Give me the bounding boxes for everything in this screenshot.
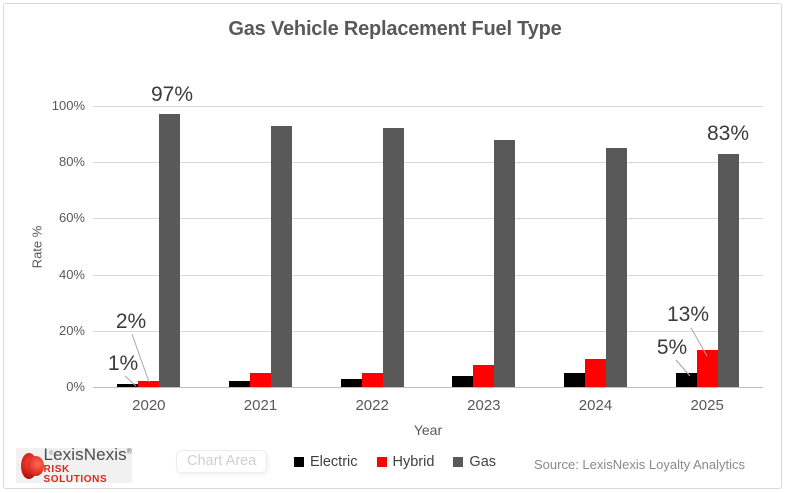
legend-label: Hybrid [392, 454, 435, 470]
x-tick-label: 2024 [578, 397, 613, 414]
data-label: 97% [150, 83, 194, 106]
y-tick-label: 100% [51, 98, 85, 113]
x-tick-label: 2022 [355, 397, 389, 414]
gridline [93, 330, 763, 332]
bar-hybrid-2024[interactable] [585, 358, 606, 387]
bar-hybrid-2025[interactable] [696, 350, 718, 387]
bar-electric-2024[interactable] [564, 372, 585, 387]
x-axis-title: Year [413, 422, 443, 438]
gridline [93, 218, 763, 220]
data-label: 5% [656, 336, 688, 359]
y-tick-label: 0% [66, 379, 85, 394]
data-label: 1% [107, 352, 139, 375]
bar-gas-2023[interactable] [494, 139, 516, 387]
bar-electric-2020[interactable] [117, 384, 139, 387]
legend-item-gas[interactable]: Gas [453, 454, 496, 470]
legend-item-electric[interactable]: Electric [293, 454, 358, 470]
bar-gas-2022[interactable] [382, 128, 404, 387]
y-tick-label: 60% [58, 210, 85, 226]
legend-label: Electric [309, 454, 358, 470]
registered-mark: ® [126, 448, 132, 456]
bar-gas-2025[interactable] [717, 153, 739, 387]
bar-hybrid-2023[interactable] [473, 364, 495, 387]
lexisnexis-sphere-icon [21, 452, 44, 479]
y-tick-label: 20% [58, 322, 85, 338]
plot-area[interactable]: 0% 20% 40% 60% 80% 100% 2020 2021 2022 2023 2024 20… [52, 98, 763, 414]
bar-electric-2023[interactable] [452, 375, 474, 387]
chart-area-tooltip: Chart Area [176, 450, 268, 473]
data-label: 83% [706, 122, 750, 145]
bar-hybrid-2021[interactable] [250, 372, 271, 387]
bar-electric-2025[interactable] [675, 372, 697, 387]
bar-electric-2022[interactable] [340, 378, 362, 387]
bar-gas-2024[interactable] [606, 148, 627, 387]
legend-label: Gas [469, 454, 497, 470]
bar-gas-2021[interactable] [271, 125, 292, 387]
x-axis-line [93, 387, 763, 388]
logo-tagline: RISK SOLUTIONS [43, 464, 108, 485]
lexisnexis-logo: ® LexisNexis® RISK SOLUTIONS [16, 445, 132, 485]
gridline [93, 274, 763, 276]
y-axis-title: Rate % [29, 225, 45, 269]
source-text: Source: LexisNexis Loyalty Analytics [534, 457, 745, 472]
x-tick-label: 2020 [132, 397, 166, 414]
x-tick-label: 2025 [690, 397, 724, 414]
y-tick-label: 40% [58, 266, 85, 282]
x-tick-label: 2023 [467, 397, 501, 414]
bar-electric-2021[interactable] [229, 381, 250, 387]
x-tick-label: 2021 [243, 397, 278, 414]
data-label: 2% [115, 310, 147, 333]
bar-gas-2020[interactable] [159, 114, 181, 387]
chart-legend: Electric Hybrid Gas [0, 454, 790, 470]
bar-hybrid-2020[interactable] [138, 381, 160, 387]
legend-swatch-electric [293, 457, 304, 467]
registered-mark: ® [49, 451, 54, 457]
legend-swatch-hybrid [376, 457, 387, 467]
legend-swatch-gas [453, 457, 464, 467]
gridline [93, 162, 763, 164]
data-label: 13% [666, 303, 710, 326]
gridline [93, 106, 763, 107]
bar-hybrid-2022[interactable] [361, 372, 383, 387]
chart-title: Gas Vehicle Replacement Fuel Type [228, 18, 562, 40]
chart-border-frame [3, 3, 782, 489]
logo-name: LexisNexis® [43, 445, 132, 464]
y-tick-label: 80% [58, 154, 85, 170]
legend-item-hybrid[interactable]: Hybrid [376, 454, 435, 470]
